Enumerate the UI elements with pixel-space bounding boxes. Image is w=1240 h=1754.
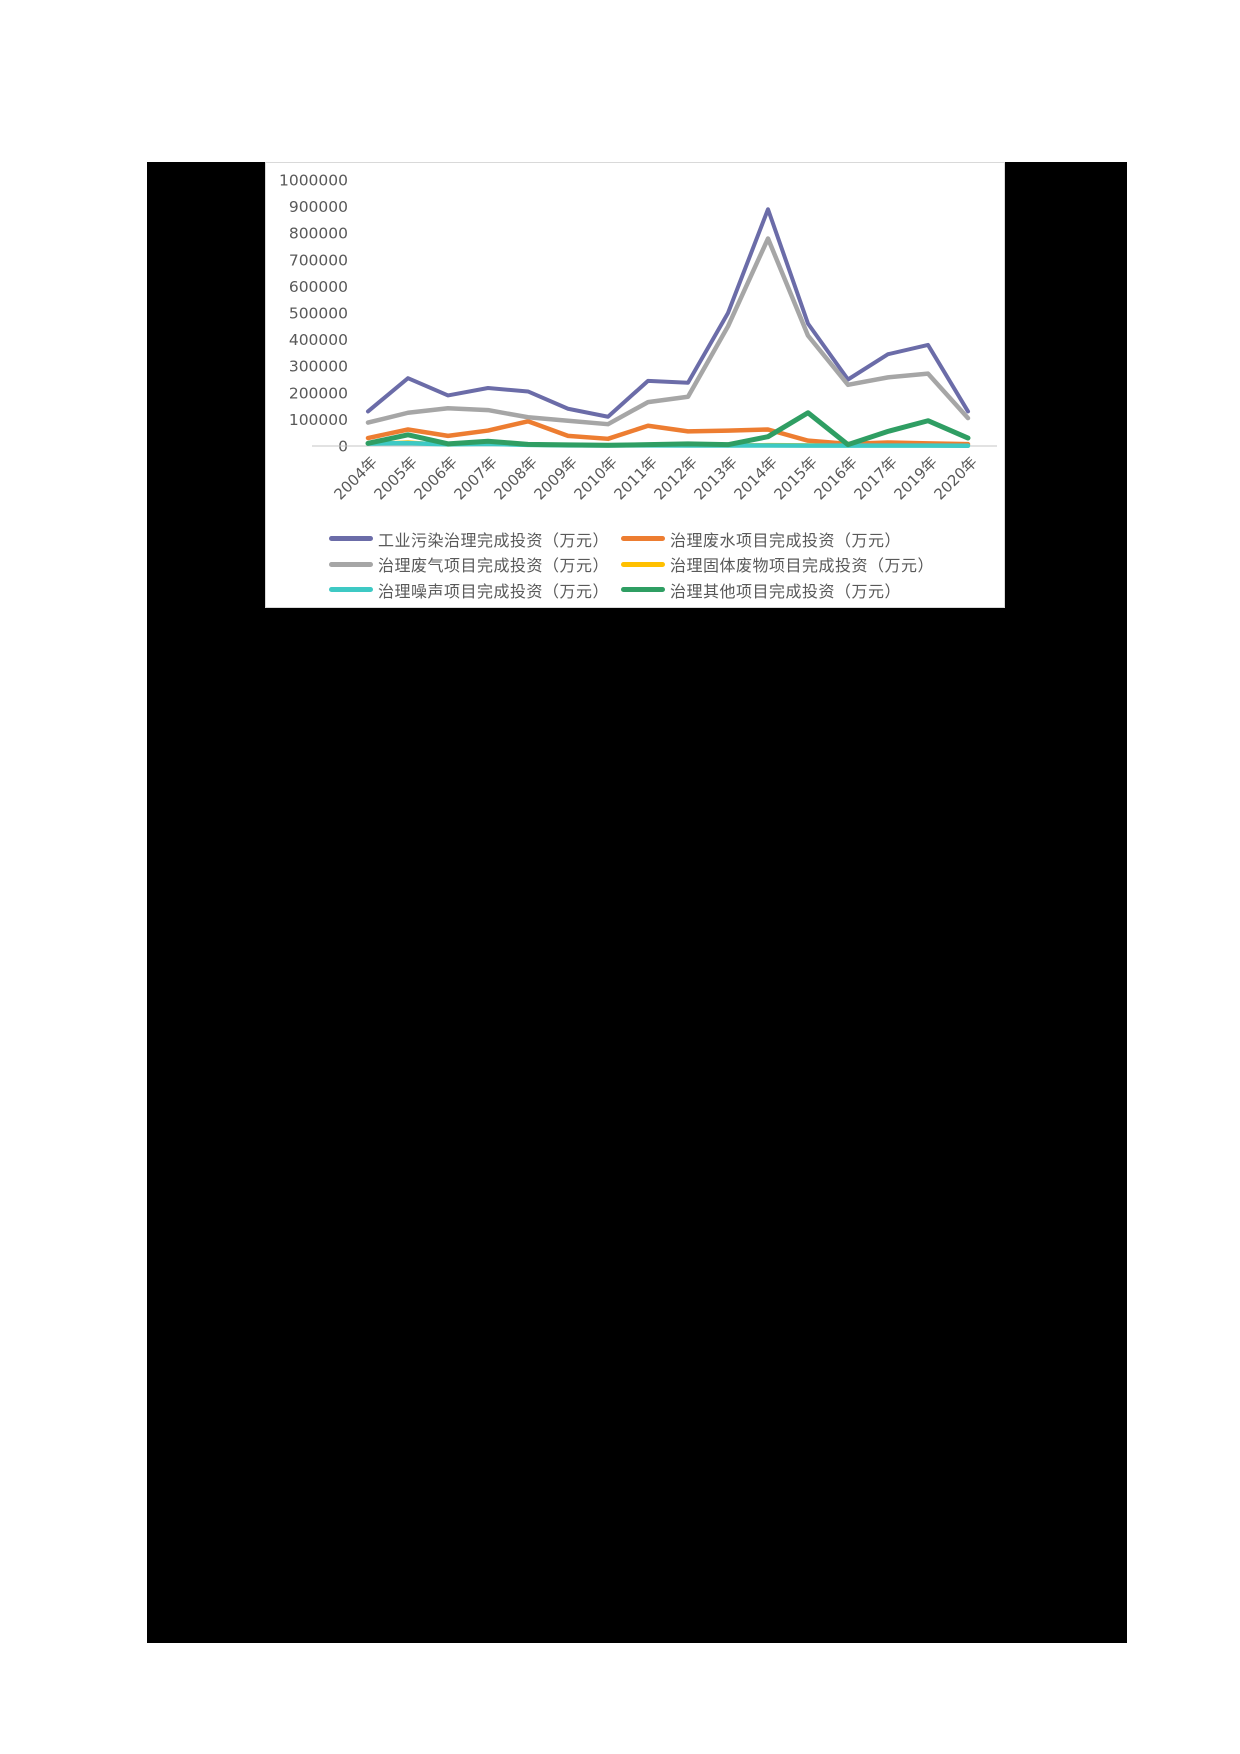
x-tick-label: 2020年	[930, 453, 980, 503]
legend-item-1: 治理废水项目完成投资（万元）	[621, 527, 934, 551]
legend-line-swatch	[621, 587, 665, 593]
legend-label: 治理其他项目完成投资（万元）	[670, 581, 902, 601]
y-tick-label: 1000000	[279, 172, 348, 190]
legend-line-swatch	[621, 536, 665, 542]
x-tick-label: 2005年	[370, 453, 420, 503]
legend-line-swatch	[621, 561, 665, 567]
x-tick-label: 2019年	[890, 453, 940, 503]
x-tick-label: 2013年	[690, 453, 740, 503]
x-tick-label: 2012年	[650, 453, 700, 503]
y-tick-label: 600000	[289, 278, 348, 296]
x-tick-label: 2007年	[450, 453, 500, 503]
y-tick-label: 200000	[289, 384, 348, 402]
y-tick-label: 900000	[289, 198, 348, 216]
x-tick-label: 2010年	[570, 453, 620, 503]
series-line-0	[366, 207, 970, 419]
x-tick-label: 2004年	[330, 453, 380, 503]
legend-item-4: 治理噪声项目完成投资（万元）	[329, 578, 621, 602]
x-tick-label: 2006年	[410, 453, 460, 503]
legend-label: 工业污染治理完成投资（万元）	[378, 530, 610, 550]
series-line-5	[365, 410, 971, 448]
legend-line-swatch	[329, 561, 373, 567]
x-axis-tick-labels: 2004年2005年2006年2007年2008年2009年2010年2011年…	[330, 453, 980, 503]
y-tick-label: 700000	[289, 251, 348, 269]
line-chart: 1000000 900000 800000 700000 600000 500000 400…	[279, 172, 997, 503]
legend-line-swatch	[329, 536, 373, 542]
legend-item-0: 工业污染治理完成投资（万元）	[329, 527, 621, 551]
x-tick-label: 2017年	[850, 453, 900, 503]
x-tick-label: 2008年	[490, 453, 540, 503]
x-tick-label: 2015年	[770, 453, 820, 503]
y-axis-tick-labels: 1000000 900000 800000 700000 600000 500000 400…	[279, 172, 348, 456]
series-line-2	[365, 236, 971, 427]
x-tick-label: 2011年	[610, 453, 660, 503]
legend-item-5: 治理其他项目完成投资（万元）	[621, 578, 934, 602]
y-tick-label: 400000	[289, 331, 348, 349]
legend-label: 治理废气项目完成投资（万元）	[378, 556, 610, 576]
legend-item-2: 治理废气项目完成投资（万元）	[329, 552, 621, 576]
legend-label: 治理固体废物项目完成投资（万元）	[670, 556, 935, 576]
legend-item-3: 治理固体废物项目完成投资（万元）	[621, 552, 934, 576]
legend-label: 治理废水项目完成投资（万元）	[670, 530, 902, 550]
chart-legend: 工业污染治理完成投资（万元） 治理废水项目完成投资（万元） 治理废气项目完成投资（万…	[329, 526, 934, 603]
legend-line-swatch	[329, 587, 373, 593]
line-chart-panel: 1000000 900000 800000 700000 600000 500000 400…	[265, 162, 1005, 608]
series-line-1	[365, 419, 971, 447]
x-tick-label: 2016年	[810, 453, 860, 503]
legend-label: 治理噪声项目完成投资（万元）	[378, 581, 610, 601]
y-tick-label: 500000	[289, 305, 348, 323]
x-tick-label: 2009年	[530, 453, 580, 503]
chart-series-lines	[365, 207, 971, 448]
y-tick-label: 300000	[289, 358, 348, 376]
x-tick-label: 2014年	[730, 453, 780, 503]
y-tick-label: 800000	[289, 225, 348, 243]
y-tick-label: 100000	[289, 411, 348, 429]
